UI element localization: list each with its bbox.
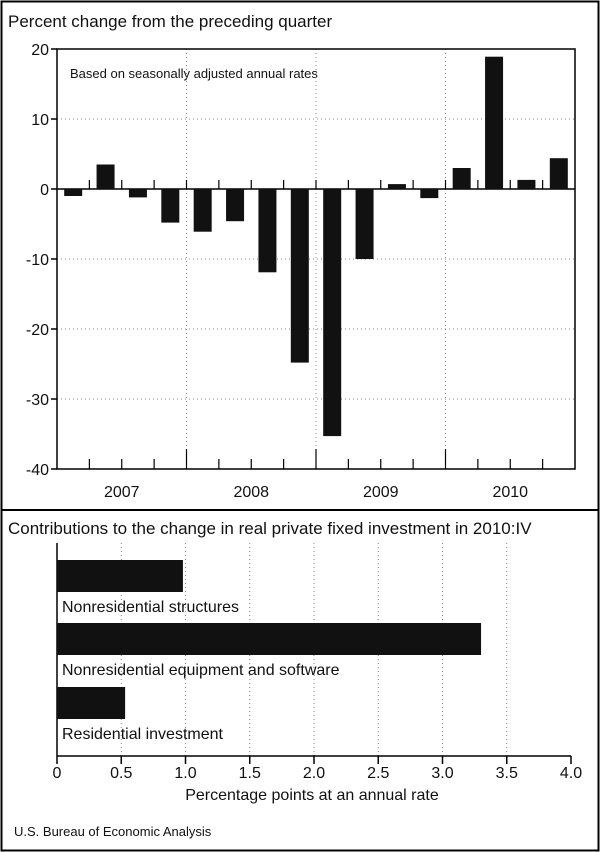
- bar-2008-qIII: [258, 189, 277, 273]
- x-tick-label: 2.0: [303, 765, 325, 782]
- hbar-2: [57, 623, 482, 655]
- y-tick-label: -30: [26, 392, 49, 409]
- x-tick-label: 3.5: [496, 765, 518, 782]
- bar-2009-qIV: [420, 189, 439, 199]
- bar-2007-qIII: [128, 189, 147, 198]
- y-tick-label: -10: [26, 252, 49, 269]
- hbar-label: Nonresidential equipment and software: [62, 662, 340, 679]
- x-tick-label: 0: [53, 765, 62, 782]
- hbar-label: Residential investment: [62, 726, 224, 743]
- y-tick-label: 10: [31, 112, 49, 129]
- bar-2009-qII: [355, 189, 374, 259]
- x-tick-label: 1.5: [239, 765, 261, 782]
- bottom-chart: 0 0.5 1.0 1.5 2.0 2.5 3.0 3.5 4.0 Nonresidential …: [53, 543, 582, 782]
- source-credit: U.S. Bureau of Economic Analysis: [14, 824, 212, 839]
- bar-2008-qII: [226, 189, 245, 222]
- year-label: 2010: [492, 484, 528, 501]
- year-label: 2007: [104, 484, 140, 501]
- y-tick-label: 0: [40, 182, 49, 199]
- x-tick-label: 4.0: [560, 765, 582, 782]
- year-label: 2009: [363, 484, 399, 501]
- bar-2007-qII: [96, 164, 115, 189]
- top-chart-annotation: Based on seasonally adjusted annual rate…: [70, 66, 318, 81]
- bar-2010-qII: [485, 56, 504, 190]
- bar-2008-qI: [193, 189, 212, 232]
- hbar-1: [57, 560, 183, 592]
- bar-2007-qIV: [161, 189, 180, 223]
- x-tick-label: 2.5: [367, 765, 389, 782]
- bar-2010-qIV: [549, 158, 568, 189]
- x-tick-label: 0.5: [110, 765, 132, 782]
- y-tick-label: -40: [26, 462, 49, 479]
- bar-2010-qIII: [517, 179, 536, 189]
- bottom-chart-title: Contributions to the change in real priv…: [8, 519, 532, 538]
- x-tick-label: 1.0: [174, 765, 196, 782]
- bar-2009-qI: [323, 189, 342, 437]
- y-tick-label: 20: [31, 42, 49, 59]
- bar-2010-qI: [452, 168, 471, 189]
- hbar-label: Nonresidential structures: [62, 599, 239, 616]
- bottom-chart-xlabel: Percentage points at an annual rate: [185, 787, 439, 804]
- top-chart-title: Percent change from the preceding quarte…: [8, 12, 332, 31]
- bar-2009-qIII: [387, 184, 406, 189]
- year-label: 2008: [233, 484, 269, 501]
- hbar-3: [57, 687, 126, 719]
- y-tick-label: -20: [26, 322, 49, 339]
- bar-2008-qIV: [290, 189, 309, 363]
- x-tick-label: 3.0: [431, 765, 453, 782]
- bar-2007-qI: [64, 189, 83, 196]
